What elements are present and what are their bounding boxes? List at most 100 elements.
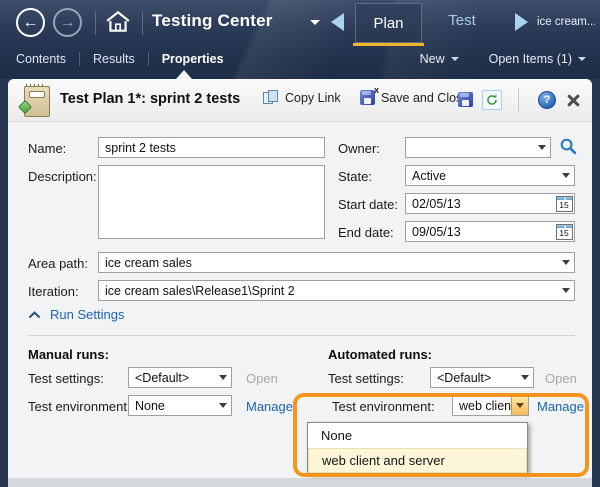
context-project-label[interactable]: ice cream...: [537, 16, 595, 28]
area-path-label: Area path:: [28, 256, 88, 271]
chevron-down-icon: [558, 166, 574, 185]
start-date-field[interactable]: 02/05/13 15: [405, 193, 575, 214]
automated-manage-link[interactable]: Manage: [537, 399, 584, 414]
area-path-select[interactable]: ice cream sales: [98, 252, 575, 273]
automated-test-environment-label: Test environment:: [332, 399, 435, 414]
chevron-down-icon: [450, 57, 459, 61]
manual-open-link: Open: [246, 371, 278, 386]
home-button[interactable]: [105, 10, 131, 38]
chevron-down-icon: [578, 57, 586, 61]
header-background-swoosh: [0, 0, 600, 79]
automated-test-environment-select[interactable]: web client a...: [452, 395, 529, 416]
owner-search-button[interactable]: [559, 137, 578, 161]
test-environment-dropdown-list: None web client and server: [307, 422, 528, 474]
manual-test-environment-label: Test environment:: [28, 399, 131, 414]
active-tab-underline: [353, 43, 424, 46]
state-select[interactable]: Active: [405, 165, 575, 186]
manual-manage-link[interactable]: Manage: [246, 399, 293, 414]
owner-label: Owner:: [338, 141, 380, 156]
help-button[interactable]: ?: [538, 91, 556, 109]
automated-test-settings-label: Test settings:: [328, 371, 404, 386]
name-input[interactable]: [98, 137, 325, 158]
automated-runs-heading: Automated runs:: [328, 347, 432, 362]
nav-results[interactable]: Results: [93, 52, 135, 66]
chevron-down-icon: [215, 368, 231, 387]
nav-contents[interactable]: Contents: [16, 52, 67, 66]
refresh-button[interactable]: [482, 90, 502, 110]
header-separator: [142, 11, 143, 35]
iteration-select[interactable]: ice cream sales\Release1\Sprint 2: [98, 280, 575, 301]
owner-select[interactable]: [405, 137, 551, 158]
nav-right-menus: New Open Items (1): [420, 52, 586, 66]
chevron-down-icon-highlighted[interactable]: [511, 396, 528, 415]
form-bottom-edge: [8, 478, 592, 487]
calendar-day: 15: [559, 199, 569, 210]
help-icon: ?: [538, 91, 556, 109]
calendar-icon-header: [556, 224, 572, 228]
new-menu-label: New: [419, 52, 445, 66]
description-label: Description:: [28, 169, 97, 184]
area-path-value: ice cream sales: [105, 255, 192, 270]
save-and-close-label: Save and Close: [381, 90, 470, 105]
close-mark: x: [373, 85, 379, 95]
app-title: Testing Center: [152, 11, 273, 30]
open-items-label: Open Items (1): [488, 52, 572, 66]
save-button[interactable]: [458, 92, 473, 107]
automated-test-settings-select[interactable]: <Default>: [430, 367, 534, 388]
iteration-value: ice cream sales\Release1\Sprint 2: [105, 283, 295, 298]
dropdown-option-web-client-and-server[interactable]: web client and server: [308, 448, 527, 473]
nav-separator: [147, 52, 149, 66]
start-date-value: 02/05/13: [412, 196, 461, 211]
save-and-close-button[interactable]: x Save and Close: [360, 85, 470, 105]
new-menu-button[interactable]: New: [420, 52, 459, 66]
end-date-field[interactable]: 09/05/13 15: [405, 221, 575, 242]
manual-test-settings-select[interactable]: <Default>: [128, 367, 232, 388]
close-button[interactable]: [566, 93, 581, 108]
copy-link-button[interactable]: Copy Link: [263, 90, 341, 105]
back-button[interactable]: ←: [16, 8, 45, 37]
test-plan-properties-form: Test Plan 1*: sprint 2 tests Copy Link x…: [8, 79, 592, 487]
next-tab-arrow-icon[interactable]: [515, 13, 528, 31]
start-date-label: Start date:: [338, 197, 398, 212]
form-title-bar: Test Plan 1*: sprint 2 tests Copy Link x…: [8, 79, 592, 122]
forward-button[interactable]: →: [53, 8, 82, 37]
calendar-icon: 15: [555, 223, 573, 240]
end-date-picker-button[interactable]: 15: [554, 222, 574, 241]
previous-tab-arrow-icon[interactable]: [331, 13, 344, 31]
tab-plan[interactable]: Plan: [355, 3, 422, 43]
form-title: Test Plan 1*: sprint 2 tests: [60, 91, 241, 107]
chevron-down-icon: [534, 138, 550, 157]
forward-arrow-icon: →: [59, 13, 76, 31]
chevron-down-icon: [517, 368, 533, 387]
dropdown-option-none[interactable]: None: [321, 428, 353, 443]
iteration-label: Iteration:: [28, 284, 79, 299]
run-settings-toggle[interactable]: Run Settings: [28, 307, 124, 322]
toolbar-separator: [518, 88, 519, 112]
automated-open-link: Open: [545, 371, 577, 386]
center-switch-caret-icon[interactable]: [310, 20, 320, 25]
end-date-label: End date:: [338, 225, 394, 240]
tab-test[interactable]: Test: [437, 12, 487, 29]
home-icon: [106, 10, 130, 32]
search-icon: [560, 138, 577, 155]
test-plan-icon-label: [29, 91, 45, 98]
save-icon: [458, 92, 473, 107]
copy-icon: [263, 90, 279, 105]
chevron-down-icon: [215, 396, 231, 415]
description-input[interactable]: [98, 165, 325, 239]
test-plan-icon-pad: [24, 86, 50, 117]
end-date-value: 09/05/13: [412, 224, 461, 239]
section-divider: [28, 335, 575, 336]
name-label: Name:: [28, 141, 67, 156]
calendar-day: 15: [559, 227, 569, 238]
tab-plan-label: Plan: [373, 14, 404, 32]
nav-properties[interactable]: Properties: [161, 52, 224, 66]
start-date-picker-button[interactable]: 15: [554, 194, 574, 213]
open-items-menu-button[interactable]: Open Items (1): [489, 52, 586, 66]
manual-test-environment-value: None: [135, 398, 165, 413]
automated-test-settings-value: <Default>: [437, 370, 492, 385]
calendar-icon-header: [556, 196, 572, 200]
refresh-icon: [482, 90, 502, 110]
manual-test-environment-select[interactable]: None: [128, 395, 232, 416]
